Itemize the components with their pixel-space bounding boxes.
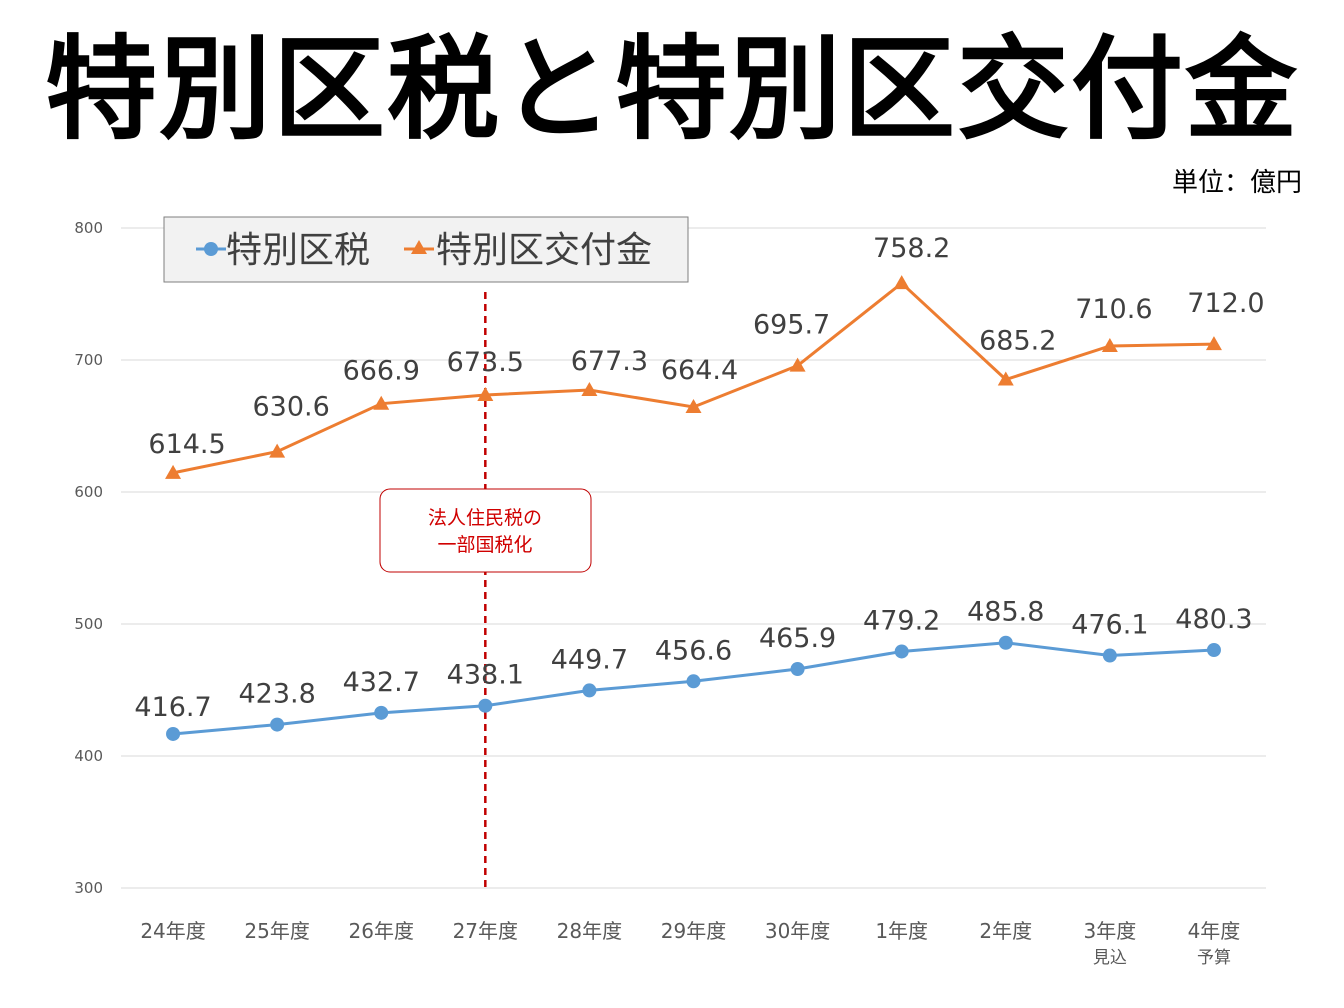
legend-circle-icon — [204, 242, 218, 256]
data-point — [1205, 336, 1222, 351]
x-tick-label: 26年度 — [349, 919, 414, 943]
legend-triangle-icon — [411, 240, 427, 254]
data-label: 673.5 — [447, 347, 524, 378]
data-label: 630.6 — [252, 392, 329, 423]
data-point — [270, 717, 285, 732]
data-label: 485.8 — [967, 597, 1044, 628]
data-label: 438.1 — [447, 660, 524, 691]
data-label: 476.1 — [1071, 610, 1148, 641]
x-tick-label: 29年度 — [661, 919, 726, 943]
data-label: 465.9 — [759, 623, 836, 654]
data-label: 479.2 — [863, 605, 940, 636]
data-point — [893, 275, 910, 290]
data-point — [1206, 643, 1221, 658]
data-point — [1102, 648, 1117, 663]
x-tick-label: 24年度 — [140, 919, 205, 943]
data-point — [686, 674, 701, 689]
x-tick-label: 3年度 — [1083, 919, 1136, 943]
data-label: 666.9 — [343, 356, 420, 387]
x-tick-label: 30年度 — [765, 919, 830, 943]
data-point — [269, 443, 286, 458]
y-tick-label: 300 — [74, 879, 103, 897]
y-tick-label: 800 — [74, 219, 103, 237]
x-tick-label: 2年度 — [979, 919, 1032, 943]
data-point — [478, 698, 493, 713]
data-point — [166, 726, 181, 741]
data-point — [790, 662, 805, 677]
data-label: 710.6 — [1075, 294, 1152, 325]
data-point — [373, 395, 390, 410]
y-tick-label: 500 — [74, 615, 103, 633]
data-point — [374, 705, 389, 720]
data-label: 712.0 — [1187, 288, 1264, 319]
x-tick-label: 1年度 — [875, 919, 928, 943]
y-tick-label: 600 — [74, 483, 103, 501]
data-point — [998, 635, 1013, 650]
legend-label: 特別区交付金 — [436, 230, 652, 271]
x-tick-label: 25年度 — [244, 919, 309, 943]
data-label: 416.7 — [134, 692, 211, 723]
annotation-box — [379, 488, 592, 573]
data-label: 685.2 — [979, 326, 1056, 357]
data-label: 677.3 — [571, 346, 648, 377]
data-label: 432.7 — [343, 667, 420, 698]
data-label: 480.3 — [1175, 604, 1252, 635]
legend-label: 特別区税 — [226, 230, 370, 271]
data-label: 456.6 — [655, 635, 732, 666]
x-tick-label: 4年度 — [1188, 919, 1241, 943]
data-point — [894, 644, 909, 659]
data-point — [789, 357, 806, 372]
x-tick-label: 28年度 — [557, 919, 622, 943]
x-tick-label: 27年度 — [453, 919, 518, 943]
y-tick-label: 700 — [74, 351, 103, 369]
data-label: 449.7 — [551, 644, 628, 675]
data-point — [1101, 338, 1118, 353]
data-point — [477, 386, 494, 401]
annotation-text: 法人住民税の — [428, 507, 542, 529]
data-point — [581, 381, 598, 396]
data-label: 758.2 — [873, 233, 950, 264]
data-point — [997, 371, 1014, 386]
data-point — [165, 464, 182, 479]
data-label: 614.5 — [148, 429, 225, 460]
annotation-text: 一部国税化 — [437, 534, 532, 556]
x-tick-label: 予算 — [1197, 948, 1231, 968]
data-point — [582, 683, 597, 698]
unit-label: 単位：億円 — [1171, 168, 1302, 198]
data-label: 664.4 — [661, 355, 738, 386]
data-point — [685, 398, 702, 413]
data-label: 695.7 — [753, 310, 830, 341]
page-title: 特別区税と特別区交付金 — [45, 25, 1299, 155]
y-tick-label: 400 — [74, 747, 103, 765]
data-label: 423.8 — [238, 679, 315, 710]
x-tick-label: 見込 — [1093, 948, 1127, 968]
